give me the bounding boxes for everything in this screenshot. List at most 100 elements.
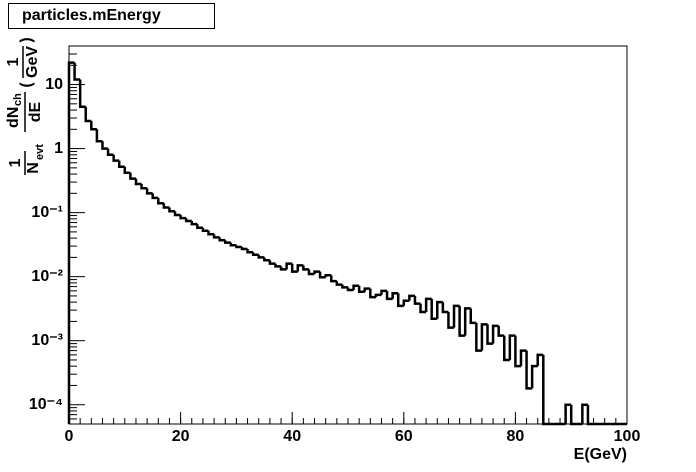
histogram-bin <box>581 403 588 424</box>
histogram-bin <box>207 230 215 236</box>
histogram-bin <box>480 323 488 351</box>
histogram-bin <box>78 79 86 109</box>
histogram-bin <box>296 264 304 272</box>
histogram-bin <box>463 307 471 336</box>
histogram-bin <box>335 281 343 286</box>
histogram-bin <box>491 324 499 344</box>
histogram-bin <box>196 224 203 230</box>
histogram-bin <box>268 260 276 265</box>
histogram-bin <box>140 183 148 190</box>
histogram-bin <box>90 120 97 131</box>
histogram-bin <box>536 353 544 367</box>
histogram-bin <box>475 322 482 352</box>
y-tick-label: 10⁻¹ <box>31 204 63 221</box>
histogram-bin <box>419 303 427 314</box>
histogram-bin <box>324 274 332 278</box>
histogram-bin <box>84 106 92 123</box>
histogram-bin <box>123 166 131 174</box>
y-axis-label: 1 N evt dN ch dE ( 1 GeV ) <box>5 37 46 175</box>
histogram-bin <box>307 269 315 276</box>
histogram-bin <box>95 129 103 143</box>
histogram-bin <box>212 234 220 239</box>
y-label-part: ( <box>18 82 35 88</box>
histogram-bin <box>363 287 371 292</box>
y-label-part: N <box>25 162 42 174</box>
histogram-bin <box>168 207 176 213</box>
histogram-bin <box>502 335 510 362</box>
title-box <box>8 3 215 29</box>
histogram-bin <box>184 218 192 223</box>
histogram-bin <box>436 300 443 319</box>
y-label-part: ) <box>18 37 35 42</box>
histogram-bin <box>402 299 410 306</box>
histogram-bin <box>285 262 293 270</box>
histogram-bin <box>251 252 259 256</box>
histogram-bin <box>452 304 460 328</box>
y-label-part: evt <box>34 144 46 160</box>
y-label-part: GeV <box>24 46 41 78</box>
y-label-part: ch <box>12 93 24 106</box>
histogram-bin <box>229 242 237 247</box>
histogram-bin <box>430 298 438 321</box>
histogram-bin <box>519 349 527 367</box>
x-axis-label: E(GeV) <box>574 446 627 463</box>
y-tick-label: 10⁻⁴ <box>29 396 63 413</box>
histogram-bin <box>279 266 287 271</box>
histogram-bin <box>514 335 521 368</box>
histogram-bin <box>458 305 466 337</box>
histogram-bin <box>385 290 393 301</box>
histogram-bin <box>134 178 142 186</box>
y-tick-label: 10⁻² <box>31 268 63 285</box>
y-label-part: dN <box>5 107 22 128</box>
x-tick-label: 60 <box>395 428 413 445</box>
histogram-bin <box>263 257 270 262</box>
histogram-bin <box>497 325 505 337</box>
histogram-bin <box>223 240 231 244</box>
y-tick-label: 10⁻³ <box>31 332 63 349</box>
histogram-bin <box>112 154 120 162</box>
histogram-bin <box>530 364 538 389</box>
histogram-bin <box>330 275 337 283</box>
histogram-bin <box>542 354 549 426</box>
histogram-bin <box>145 188 153 195</box>
histogram-bin <box>569 404 577 426</box>
histogram-bin <box>313 270 321 275</box>
histogram-bin <box>447 312 455 329</box>
histogram-bin <box>441 302 449 314</box>
histogram-bin <box>151 193 159 200</box>
histogram-bin <box>73 62 81 81</box>
histogram-bin <box>157 197 164 205</box>
histogram-bin <box>346 287 354 292</box>
histogram-bin <box>508 334 516 360</box>
histogram-bin <box>396 293 404 308</box>
histogram-bin <box>129 172 136 180</box>
histogram-bin <box>173 211 181 217</box>
histogram-bin <box>67 61 75 424</box>
y-tick-label: 1 <box>54 140 63 157</box>
histogram-bin <box>424 297 432 313</box>
histogram-bin <box>162 203 170 209</box>
y-label-part: dE <box>27 101 44 122</box>
histogram-bin <box>290 263 298 273</box>
histogram-bin <box>218 237 226 242</box>
x-tick-label: 100 <box>614 428 641 445</box>
histogram-bin <box>302 265 309 271</box>
histogram-bin <box>469 308 477 325</box>
x-tick-label: 0 <box>65 428 74 445</box>
histogram-bin <box>240 247 248 251</box>
histogram-bin <box>190 220 198 226</box>
histogram-bin <box>179 214 187 220</box>
chart-title: particles.mEnergy <box>22 7 161 24</box>
histogram-bin <box>201 227 209 233</box>
histogram-bin <box>357 285 365 294</box>
histogram-bin <box>318 271 326 279</box>
histogram-bin <box>586 404 594 426</box>
histogram-bin <box>117 160 125 169</box>
histogram-bin <box>101 141 109 150</box>
x-tick-label: 40 <box>283 428 301 445</box>
histogram-bin <box>369 288 376 299</box>
histogram-bin <box>525 350 533 390</box>
x-tick-label: 80 <box>507 428 525 445</box>
